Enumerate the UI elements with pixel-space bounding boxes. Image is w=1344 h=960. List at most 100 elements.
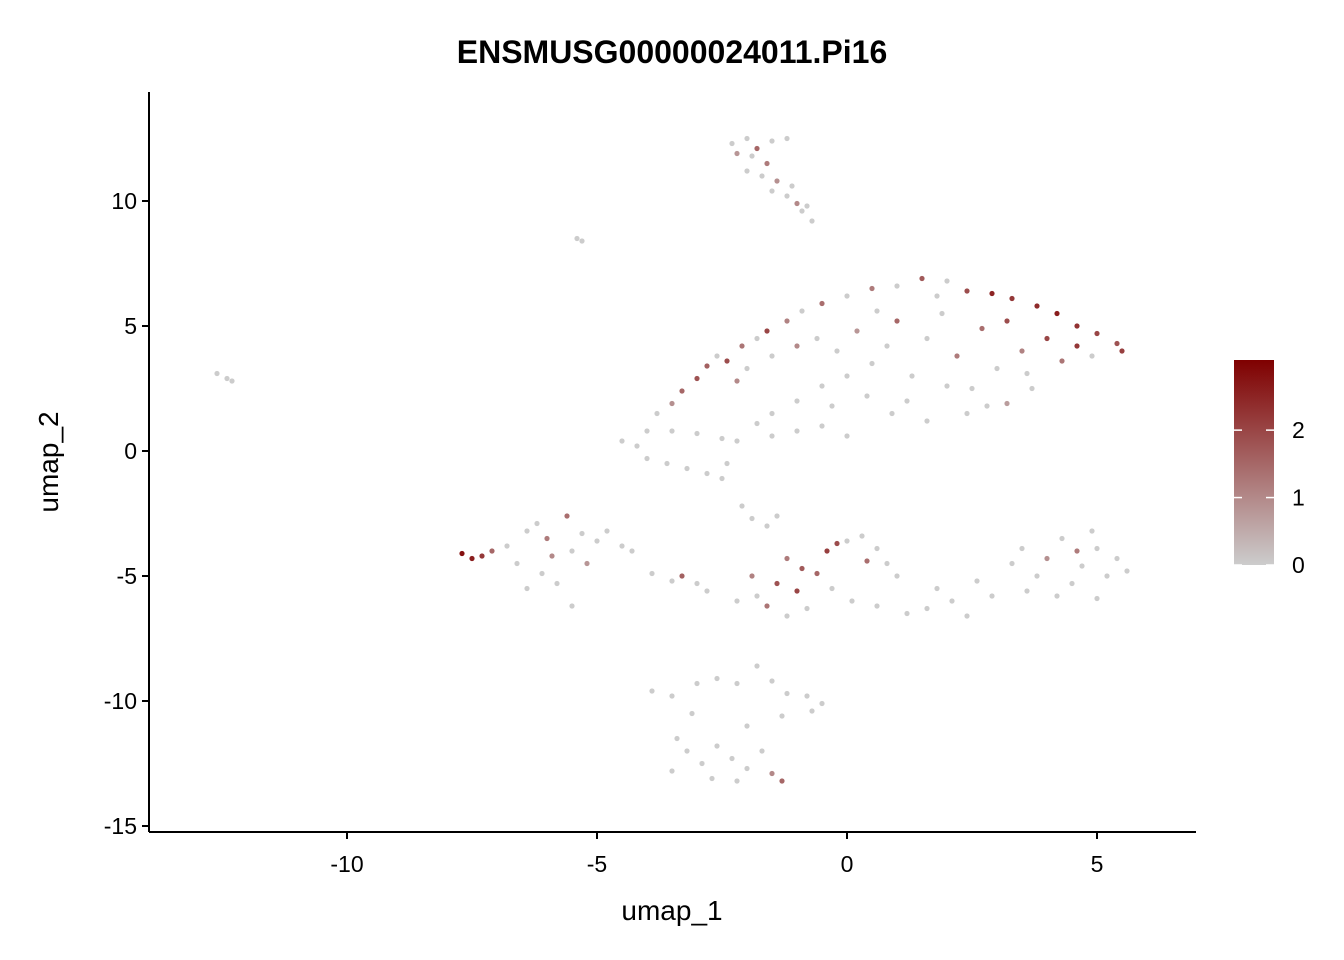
cell-point (749, 515, 755, 522)
cell-point (649, 688, 655, 694)
cell-point (934, 585, 940, 592)
cell-point (1094, 595, 1100, 602)
cell-point (949, 598, 955, 604)
cell-point (774, 580, 780, 587)
cell-point (684, 748, 690, 754)
cell-point (1124, 568, 1130, 574)
cell-point (964, 288, 970, 294)
cell-point (794, 398, 800, 404)
cell-point (784, 135, 790, 142)
cell-point (679, 388, 685, 394)
cell-point (809, 708, 815, 714)
x-axis-title: umap_1 (621, 895, 722, 926)
cell-point (779, 778, 785, 784)
cell-point (579, 530, 585, 537)
cell-point (804, 693, 810, 699)
cell-point (1034, 303, 1040, 309)
cell-point (699, 760, 705, 767)
cell-point (894, 318, 900, 324)
cell-point (794, 200, 800, 207)
cell-point (864, 393, 870, 399)
cell-point (734, 778, 740, 784)
cell-point (569, 548, 575, 554)
x-tick-label: 5 (1091, 851, 1104, 877)
cell-point (604, 528, 610, 534)
x-tick-label: -5 (587, 851, 607, 877)
cell-point (784, 193, 790, 199)
cell-point (819, 423, 825, 429)
cell-point (769, 138, 775, 144)
cell-point (794, 343, 800, 349)
cell-point (1009, 560, 1015, 567)
cell-point (489, 548, 495, 554)
cell-point (1094, 545, 1100, 552)
cell-point (764, 523, 770, 529)
cell-point (904, 398, 910, 404)
cell-point (769, 188, 775, 194)
cell-point (694, 375, 700, 382)
cell-point (754, 145, 760, 152)
cell-point (889, 410, 895, 417)
cell-point (909, 373, 915, 379)
cell-point (594, 538, 600, 544)
cell-point (829, 585, 835, 592)
cell-point (989, 593, 995, 599)
cell-point (504, 543, 510, 549)
cell-point (774, 513, 780, 519)
cell-point (1089, 353, 1095, 359)
cell-point (799, 208, 805, 214)
cell-point (704, 470, 710, 477)
cell-point (1074, 343, 1080, 349)
cell-point (829, 403, 835, 409)
x-tick-label: -10 (330, 851, 363, 877)
cell-point (924, 335, 930, 342)
cell-point (979, 325, 985, 332)
cell-point (794, 428, 800, 434)
cell-point (759, 173, 765, 179)
cell-point (874, 603, 880, 609)
cell-point (679, 573, 685, 579)
cell-point (934, 293, 940, 299)
cell-point (944, 278, 950, 284)
cell-point (1074, 548, 1080, 554)
cell-point (834, 348, 840, 354)
cell-point (1044, 335, 1050, 342)
cell-point (749, 573, 755, 579)
cell-point (744, 135, 750, 142)
cell-point (844, 293, 850, 299)
cell-point (654, 410, 660, 417)
cell-point (1059, 358, 1065, 364)
cell-point (554, 580, 560, 587)
cell-point (964, 613, 970, 619)
cell-point (1114, 555, 1120, 562)
cell-point (714, 353, 720, 359)
cell-point (724, 460, 730, 467)
cell-point (744, 365, 750, 372)
cell-point (1009, 295, 1015, 302)
cell-point (734, 438, 740, 444)
cell-point (1004, 400, 1010, 407)
cell-point (564, 513, 570, 519)
cell-point (574, 235, 580, 242)
cell-point (704, 363, 710, 369)
cell-point (1104, 573, 1110, 579)
cell-point (864, 558, 870, 564)
cell-point (874, 545, 880, 552)
cell-point (974, 578, 980, 584)
cell-point (1054, 310, 1060, 317)
cell-point (1024, 370, 1030, 377)
cell-point (214, 370, 220, 377)
cell-point (759, 748, 765, 754)
cell-point (844, 373, 850, 379)
cell-point (734, 150, 740, 157)
cell-point (649, 570, 655, 577)
cell-point (749, 153, 755, 159)
cell-point (769, 770, 775, 777)
cell-point (544, 535, 550, 542)
cell-point (849, 598, 855, 604)
cell-point (834, 540, 840, 547)
cell-point (689, 710, 695, 717)
y-tick-label: -5 (117, 563, 137, 589)
y-tick-label: 10 (111, 188, 137, 214)
y-axis-title: umap_2 (33, 411, 64, 512)
